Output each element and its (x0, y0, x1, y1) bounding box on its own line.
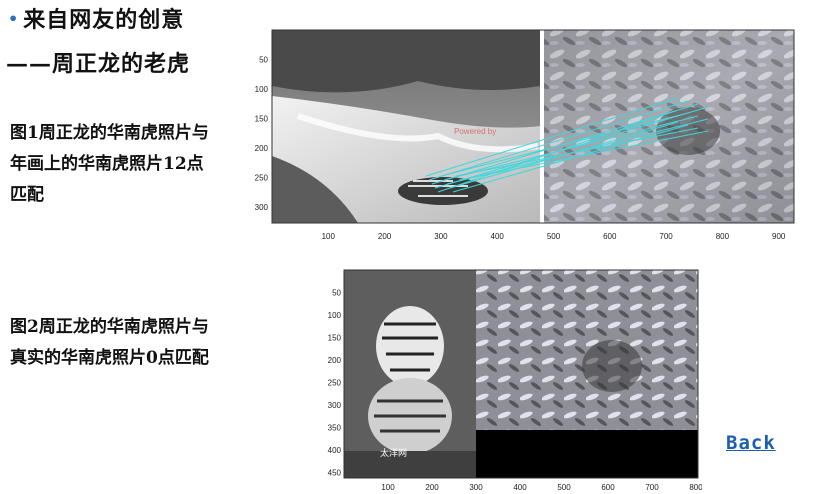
figure2-right-image (476, 270, 698, 430)
caption-figure1: 图1周正龙的华南虎照片与年画上的华南虎照片12点匹配 (10, 123, 209, 205)
figure1-right-image (544, 30, 794, 223)
bullet-icon: • (8, 9, 20, 28)
figure2-empty-region (476, 430, 698, 478)
figure2-y-tick: 200 (328, 356, 342, 365)
figure1-x-tick: 300 (434, 232, 448, 241)
figure1-x-tick: 100 (322, 232, 336, 241)
figure1-x-tick: 600 (603, 232, 617, 241)
figure1-x-tick: 200 (378, 232, 392, 241)
figure2-x-tick: 100 (381, 483, 395, 492)
figure1-x-tick: 800 (716, 232, 730, 241)
figure1-watermark: Powered by (454, 127, 496, 136)
figure2-x-tick: 500 (557, 483, 571, 492)
figure1-match-plot: Powered by 50 100 150 200 250 300 100 200 300 40… (255, 29, 795, 241)
figure2-logo: 太洋网 (380, 447, 407, 458)
figure2-y-tick: 250 (328, 379, 342, 388)
match-line (425, 97, 679, 177)
figure1-y-tick: 250 (255, 174, 269, 183)
figure2-x-tick: 200 (425, 483, 439, 492)
figure2-x-tick: 300 (469, 483, 483, 492)
figure2-y-tick: 150 (328, 334, 342, 343)
figure2-x-tick: 600 (601, 483, 615, 492)
figure2-y-tick: 50 (332, 289, 341, 298)
figure1-x-tick: 900 (772, 232, 786, 241)
figure1-y-tick: 300 (255, 203, 269, 212)
match-line (443, 115, 699, 181)
figure1-x-tick: 700 (659, 232, 673, 241)
figure2-left-image: 太洋网 (344, 270, 476, 478)
figure1-y-tick: 50 (259, 56, 268, 65)
figure2-y-tick: 400 (328, 446, 342, 455)
figure2-y-tick: 450 (328, 469, 342, 478)
back-link[interactable]: Back (726, 432, 776, 454)
figure1-left-image (272, 30, 540, 223)
figure1-y-tick: 200 (255, 144, 269, 153)
figure2-x-tick: 700 (645, 483, 659, 492)
figure2-y-tick: 100 (328, 311, 342, 320)
match-line (455, 127, 699, 177)
caption-figure2: 图2周正龙的华南虎照片与真实的华南虎照片0点匹配 (10, 317, 209, 368)
slide-title-line2: ——周正龙的老虎 (6, 51, 191, 77)
figure1-x-tick: 500 (547, 232, 561, 241)
match-line (458, 130, 709, 181)
slide-title-line1: • 来自网友的创意 (8, 7, 185, 33)
figure1-y-tick: 100 (255, 85, 269, 94)
figure1-match-lines (425, 97, 709, 193)
match-line (428, 100, 689, 181)
figure2-y-tick: 300 (328, 401, 342, 410)
figure2-match-plot: 太洋网 50 100 150 200 250 300 350 400 450 100 200 300… (328, 269, 702, 492)
figure1-x-tick: 400 (491, 232, 505, 241)
figure2-x-tick: 400 (513, 483, 527, 492)
figure2-x-tick: 800 (689, 483, 702, 492)
match-line (440, 112, 689, 177)
figure2-y-tick: 350 (328, 424, 342, 433)
figure1-y-tick: 150 (255, 115, 269, 124)
